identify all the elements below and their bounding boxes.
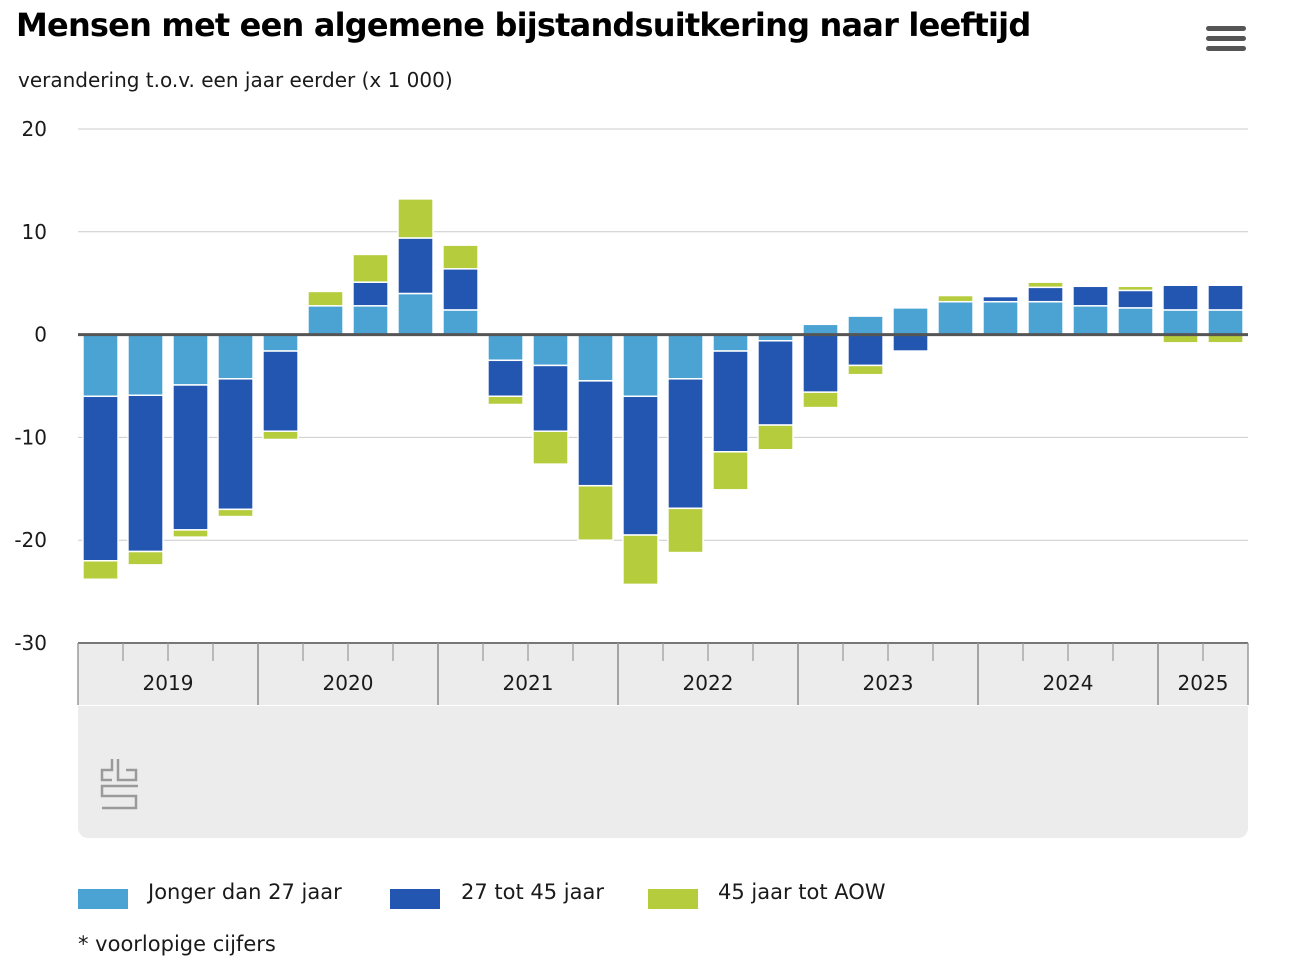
bar-segment [1027, 281, 1064, 289]
bar-segment [397, 198, 434, 239]
bar-segment [172, 384, 209, 531]
bar-segment [622, 534, 659, 586]
bar-segment [802, 333, 839, 393]
bar-segment [1027, 300, 1064, 336]
x-tick-label: 2025 [1178, 671, 1229, 695]
x-tick-label: 2021 [503, 671, 554, 695]
y-tick-label: 10 [22, 220, 47, 244]
bar-segment [577, 380, 614, 487]
bar-segment [757, 424, 794, 451]
bar-segment [577, 333, 614, 382]
chart-subtitle: verandering t.o.v. een jaar eerder (x 1 … [18, 68, 453, 92]
x-tick-label: 2019 [143, 671, 194, 695]
x-tick-label: 2024 [1043, 671, 1094, 695]
bar-segment [217, 333, 254, 380]
y-tick-label: -30 [14, 631, 47, 655]
bar-segment [127, 333, 164, 397]
bar-segment [982, 295, 1019, 303]
legend-label: 27 tot 45 jaar [461, 880, 604, 904]
bar-segment [127, 394, 164, 553]
y-tick-label: -10 [14, 425, 47, 449]
footnote: * voorlopige cijfers [78, 932, 276, 956]
bar-segment [442, 268, 479, 311]
bar-segment [892, 307, 929, 336]
bar-segment [1162, 284, 1199, 311]
legend-label: 45 jaar tot AOW [718, 880, 886, 904]
menu-bar [1206, 26, 1246, 31]
bar-segment [532, 430, 569, 465]
bar-segment [82, 333, 119, 398]
bar-segment [262, 350, 299, 432]
bar-segment [82, 560, 119, 581]
bar-segment [802, 391, 839, 409]
bar-segment [1207, 309, 1244, 336]
y-tick-label: 0 [34, 323, 47, 347]
bar-segment [352, 253, 389, 283]
chart-title: Mensen met een algemene bijstandsuitkeri… [16, 6, 1031, 44]
bar-segment [307, 290, 344, 307]
bar-segment [847, 315, 884, 336]
bar-segment [262, 333, 299, 352]
bar-segment [487, 359, 524, 398]
bar-segment [667, 378, 704, 510]
legend-swatch-jonger [78, 889, 128, 909]
bar-segment [712, 451, 749, 491]
bar-segment [937, 294, 974, 303]
bar-segment [712, 333, 749, 352]
bar-segment [712, 350, 749, 453]
bar-segment [352, 281, 389, 307]
bar-segment [172, 333, 209, 386]
bar-chart: 20 10 0 -10 -20 -30 2019 2020 2021 2022 2023 2024 20… [14, 117, 1249, 705]
bar-segment [667, 333, 704, 380]
y-tick-label: 20 [22, 117, 47, 141]
legend-swatch-midden [390, 889, 440, 909]
hamburger-menu-icon[interactable] [1206, 26, 1246, 56]
bar-segment [1027, 286, 1064, 303]
bar-segment [622, 395, 659, 536]
bar-segment [217, 378, 254, 511]
bar-segment [892, 333, 929, 352]
bar-segment [937, 300, 974, 336]
legend-swatch-ouder [648, 889, 698, 909]
y-tick-label: -20 [14, 528, 47, 552]
bar-segment [442, 244, 479, 270]
bar-segment [1117, 289, 1154, 309]
bar-segment [442, 309, 479, 336]
bar-segment [487, 395, 524, 406]
legend-label: Jonger dan 27 jaar [148, 880, 342, 904]
x-tick-label: 2022 [683, 671, 734, 695]
bar-segment [127, 550, 164, 566]
bar-segment [1072, 305, 1109, 336]
bar-segment [1117, 307, 1154, 336]
bar-segment [757, 340, 794, 426]
bar-segment [1072, 285, 1109, 307]
bar-segment [532, 364, 569, 432]
bar-segment [82, 395, 119, 562]
bar-segment [847, 333, 884, 367]
chart-footer-panel [78, 706, 1248, 838]
bar-segment [307, 305, 344, 336]
bar-segment [1207, 284, 1244, 311]
bar-segment [622, 333, 659, 398]
bar-segment [532, 333, 569, 367]
x-tick-label: 2023 [863, 671, 914, 695]
bar-segment [667, 507, 704, 554]
cbs-logo-icon [100, 759, 138, 810]
bar-segment [262, 430, 299, 441]
bar-segment [397, 292, 434, 336]
menu-bar [1206, 36, 1246, 41]
bar-segment [847, 364, 884, 376]
bar-segment [982, 300, 1019, 336]
bar-segment [172, 529, 209, 538]
bar-segment [217, 508, 254, 518]
x-tick-label: 2020 [323, 671, 374, 695]
menu-bar [1206, 46, 1246, 51]
bar-segment [802, 323, 839, 336]
bar-segment [487, 333, 524, 362]
bar-segment [397, 237, 434, 295]
bar-segment [1162, 309, 1199, 336]
bar-segment [1117, 285, 1154, 292]
bar-segment [577, 484, 614, 541]
bar-segment [352, 305, 389, 336]
